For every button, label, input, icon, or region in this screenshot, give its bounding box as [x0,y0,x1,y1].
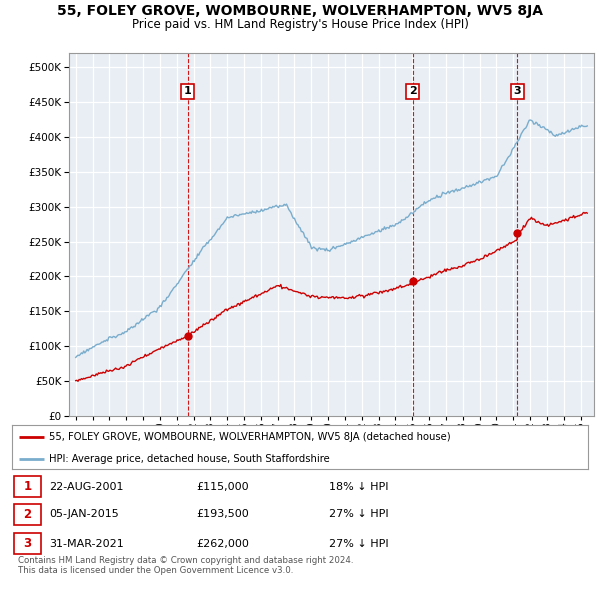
FancyBboxPatch shape [14,477,41,497]
Text: Contains HM Land Registry data © Crown copyright and database right 2024.
This d: Contains HM Land Registry data © Crown c… [18,556,353,575]
Text: 3: 3 [23,537,32,550]
Text: Price paid vs. HM Land Registry's House Price Index (HPI): Price paid vs. HM Land Registry's House … [131,18,469,31]
Text: 3: 3 [514,87,521,97]
Text: 1: 1 [184,87,191,97]
Text: HPI: Average price, detached house, South Staffordshire: HPI: Average price, detached house, Sout… [49,454,330,464]
Text: 2: 2 [23,508,32,521]
Text: 05-JAN-2015: 05-JAN-2015 [49,509,119,519]
Text: 55, FOLEY GROVE, WOMBOURNE, WOLVERHAMPTON, WV5 8JA: 55, FOLEY GROVE, WOMBOURNE, WOLVERHAMPTO… [57,4,543,18]
Text: 27% ↓ HPI: 27% ↓ HPI [329,509,388,519]
FancyBboxPatch shape [14,504,41,525]
Text: 2: 2 [409,87,416,97]
Text: 31-MAR-2021: 31-MAR-2021 [49,539,124,549]
Text: 1: 1 [23,480,32,493]
Text: £115,000: £115,000 [196,481,249,491]
Text: 22-AUG-2001: 22-AUG-2001 [49,481,124,491]
Text: 27% ↓ HPI: 27% ↓ HPI [329,539,388,549]
Text: £193,500: £193,500 [196,509,249,519]
Text: 18% ↓ HPI: 18% ↓ HPI [329,481,388,491]
FancyBboxPatch shape [14,533,41,554]
Text: 55, FOLEY GROVE, WOMBOURNE, WOLVERHAMPTON, WV5 8JA (detached house): 55, FOLEY GROVE, WOMBOURNE, WOLVERHAMPTO… [49,432,451,442]
Text: £262,000: £262,000 [196,539,249,549]
